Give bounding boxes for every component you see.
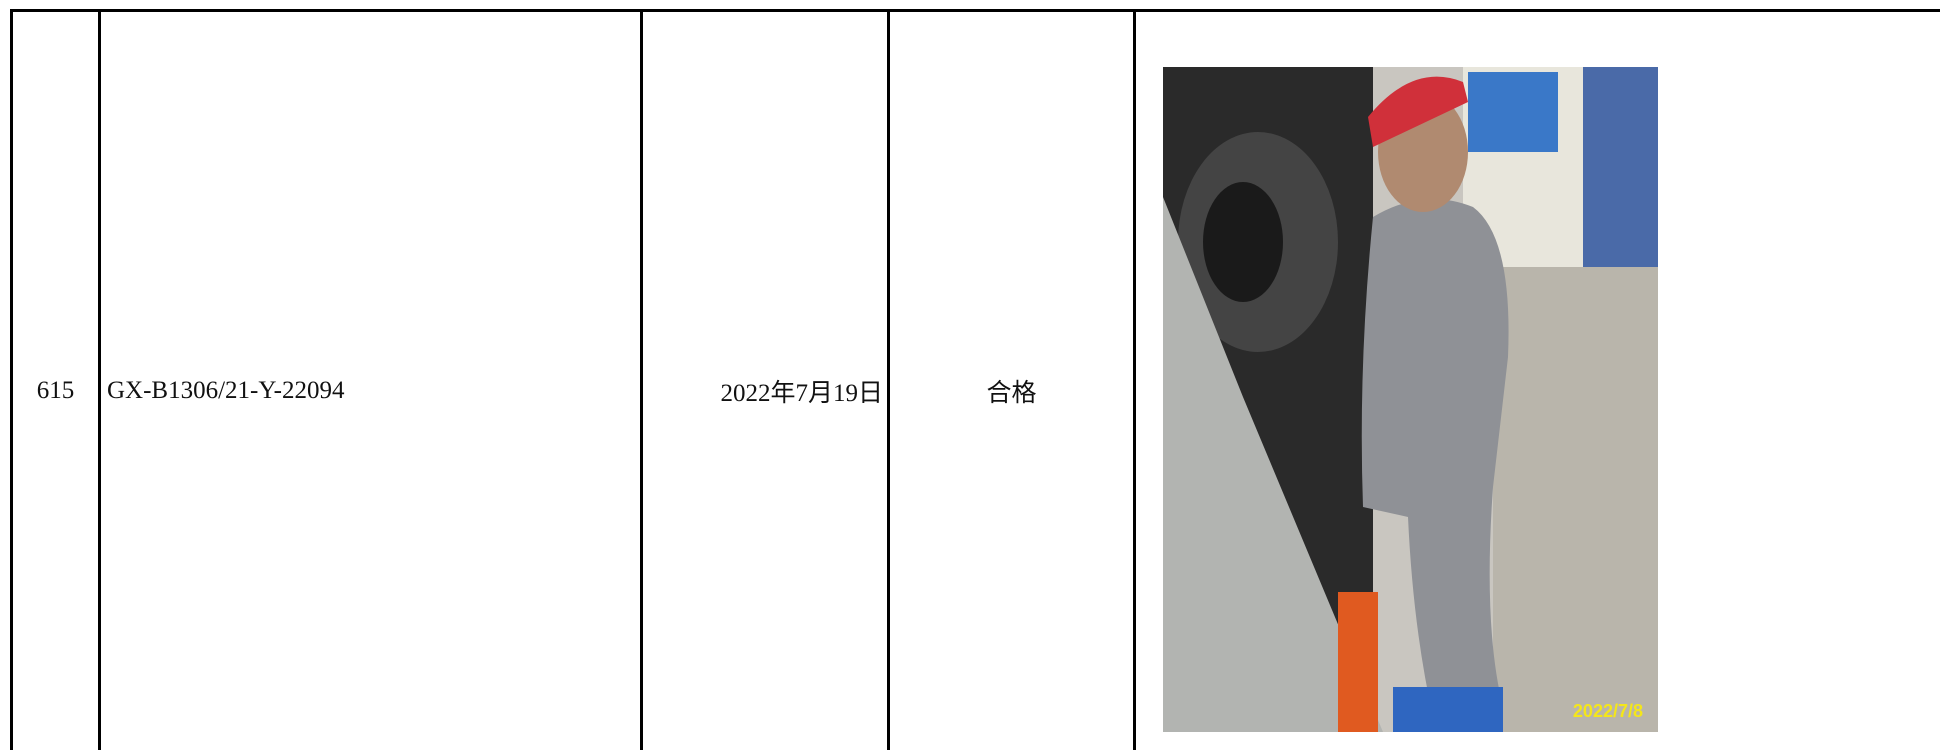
motor-hole: [1203, 182, 1283, 302]
index: 615: [36, 376, 75, 404]
inspection-photo: 2022/7/8: [1163, 67, 1658, 732]
result: 合格: [986, 379, 1037, 407]
building: [1468, 72, 1558, 152]
photo-cell: [1133, 9, 1940, 750]
date: 2022年7月19日: [720, 379, 883, 407]
id-cell: GX-B1306/21-Y-22094: [98, 9, 640, 750]
worker-body: [1361, 199, 1509, 717]
helmet: [1368, 76, 1468, 147]
cable: [1338, 592, 1378, 732]
photo-timestamp: 2022/7/8: [1573, 701, 1643, 721]
cabinet-door: [1163, 197, 1383, 732]
equipment-id: GX-B1306/21-Y-22094: [107, 376, 345, 404]
floor: [1493, 267, 1658, 732]
date-cell: 2022年7月19日: [640, 9, 887, 750]
test-instrument: [1393, 687, 1503, 732]
index-cell: 615: [10, 9, 98, 750]
result-cell: 合格: [887, 9, 1133, 750]
